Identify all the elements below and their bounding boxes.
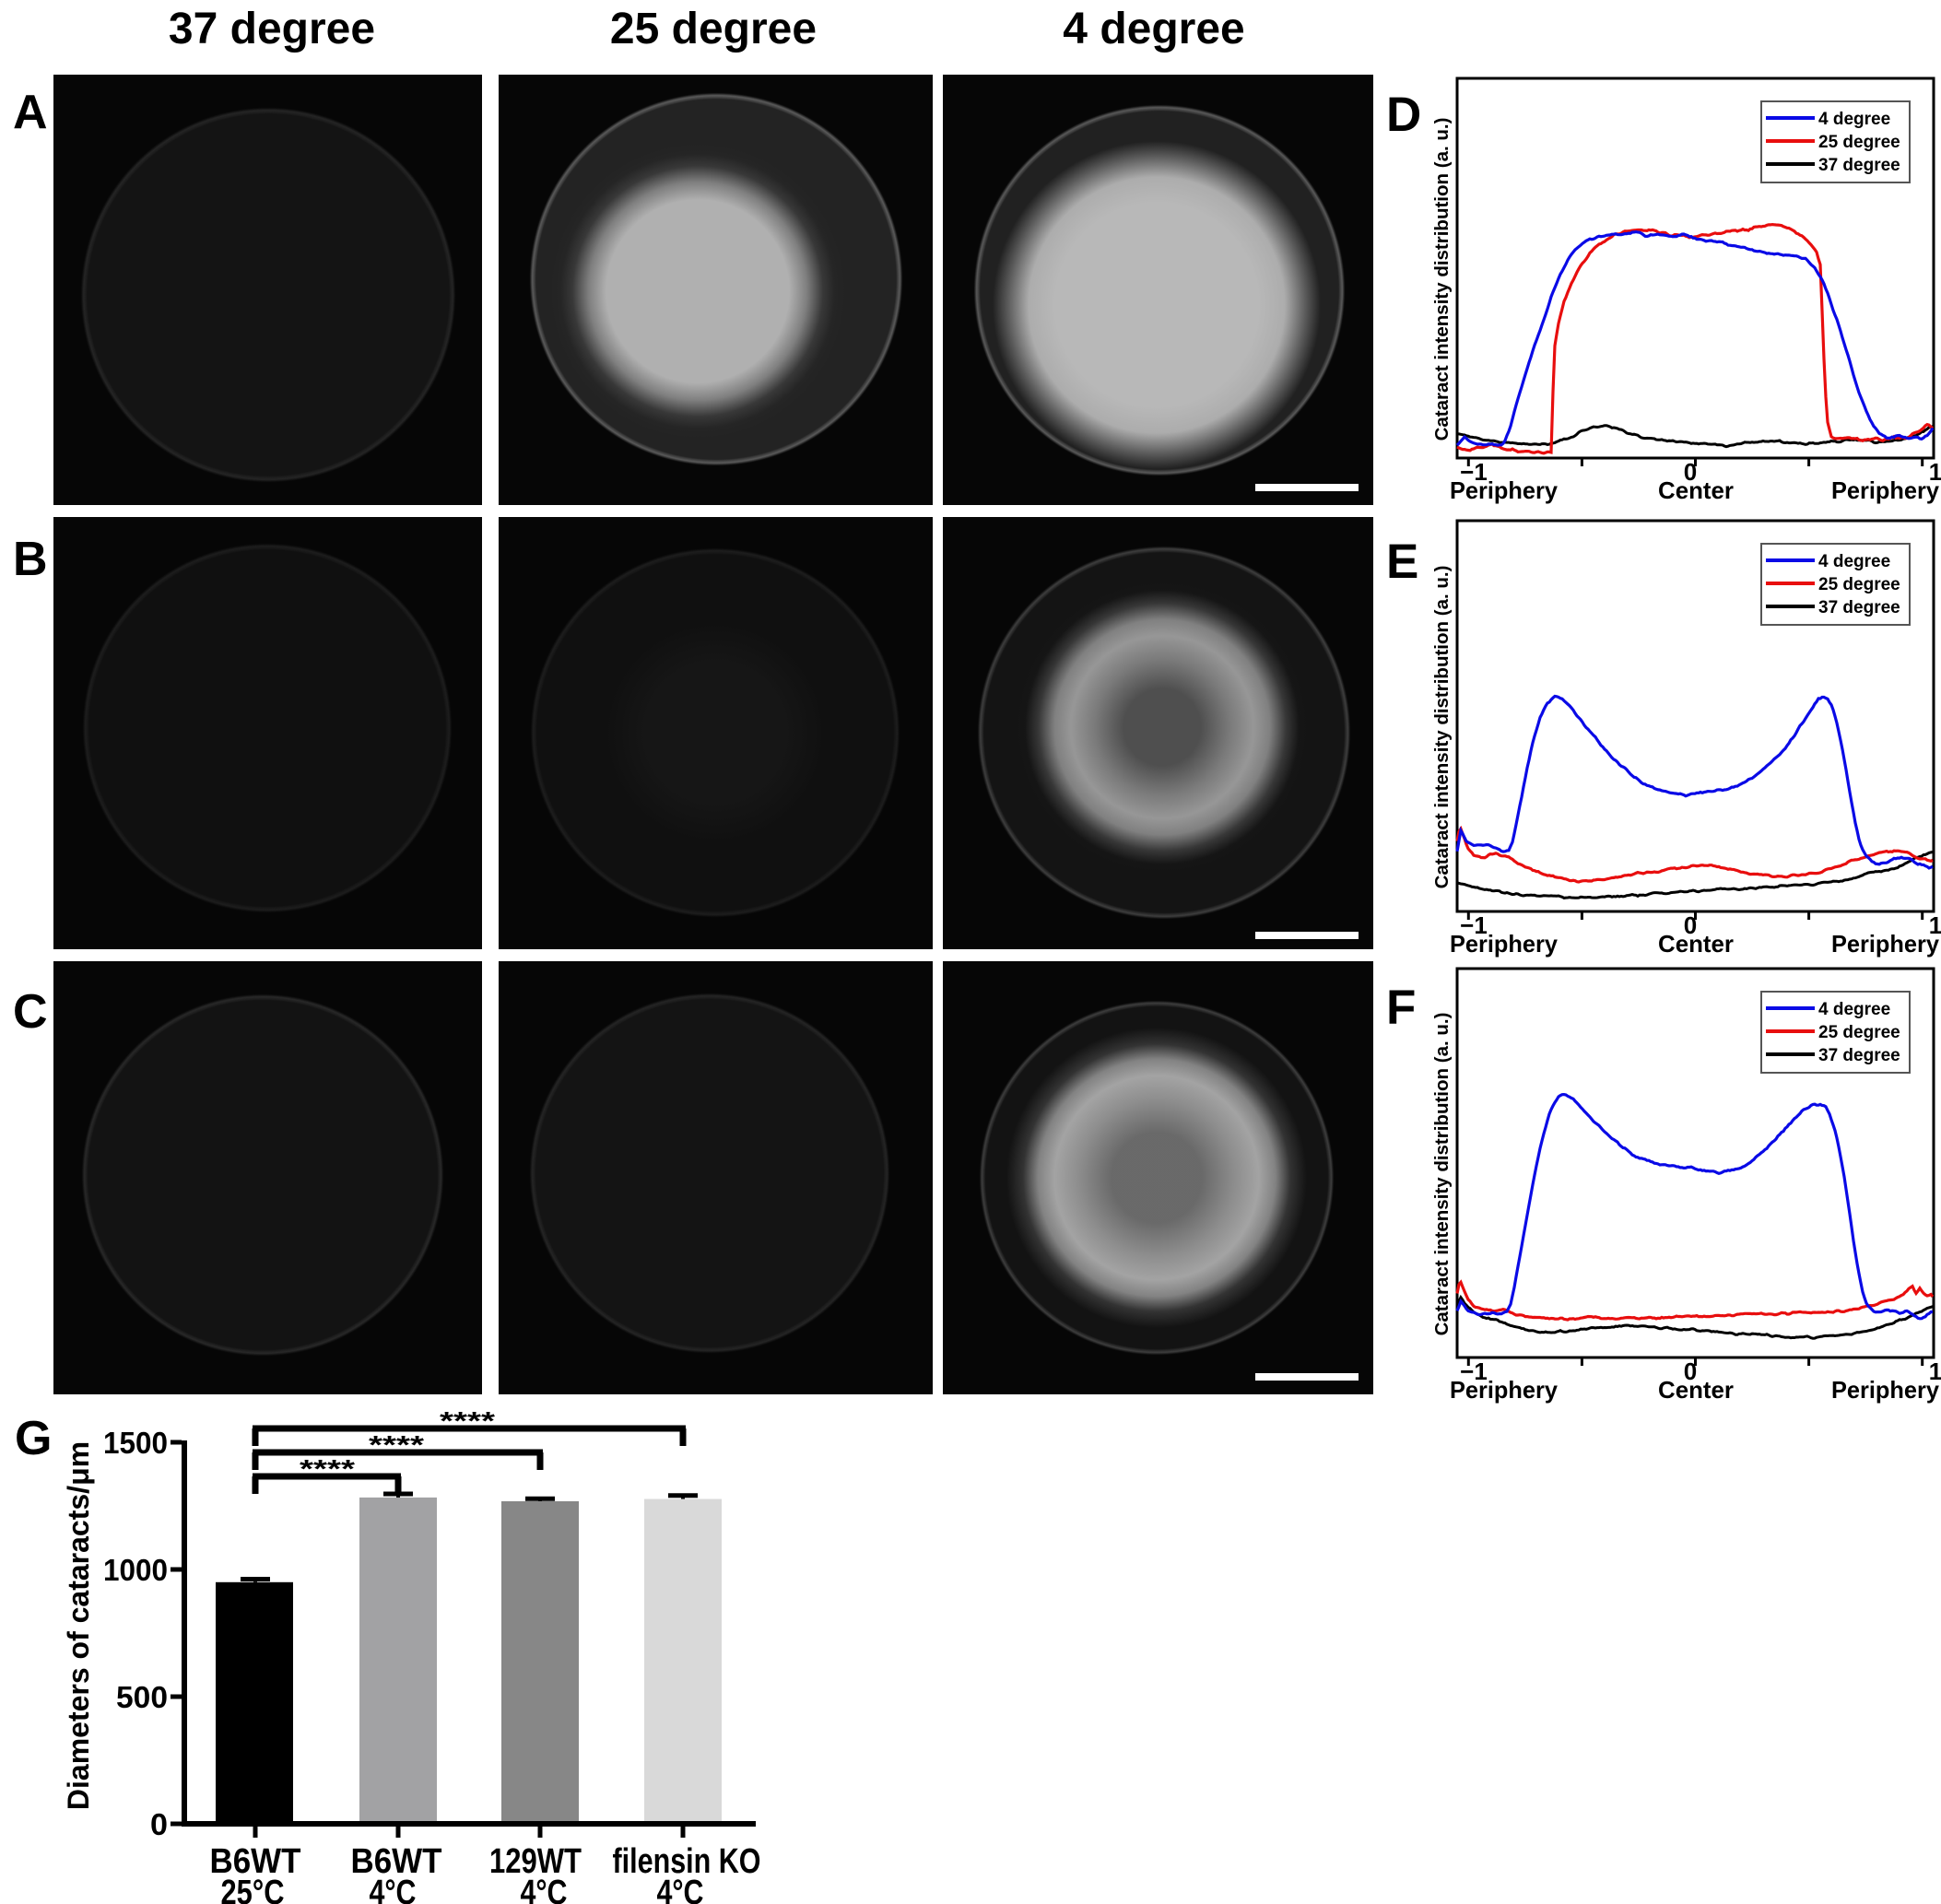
svg-text:4°C: 4°C [521, 1874, 568, 1904]
svg-text:C: C [13, 985, 48, 1039]
svg-text:25 degree: 25 degree [1818, 133, 1900, 152]
svg-text:Cataract intensity distributio: Cataract intensity distribution (a. u.) [1431, 566, 1453, 889]
svg-text:0: 0 [1684, 1357, 1697, 1385]
svg-text:1: 1 [1929, 458, 1941, 486]
svg-text:−1: −1 [1460, 458, 1488, 486]
svg-text:37 degree: 37 degree [1818, 1046, 1900, 1065]
svg-text:A: A [13, 86, 48, 139]
svg-text:Center: Center [1658, 1376, 1734, 1404]
svg-text:F: F [1386, 981, 1416, 1035]
svg-text:1: 1 [1929, 911, 1941, 939]
svg-text:0: 0 [150, 1807, 168, 1841]
svg-text:E: E [1386, 535, 1418, 589]
svg-text:25°C: 25°C [221, 1874, 285, 1904]
svg-text:4 degree: 4 degree [1818, 110, 1890, 129]
svg-text:Periphery: Periphery [1450, 1376, 1559, 1404]
svg-text:Periphery: Periphery [1831, 1376, 1940, 1404]
svg-text:1: 1 [1929, 1357, 1941, 1385]
svg-text:Diameters of cataracts/μm: Diameters of cataracts/μm [62, 1441, 95, 1810]
svg-text:0: 0 [1684, 911, 1697, 939]
svg-text:25 degree: 25 degree [1818, 575, 1900, 594]
svg-text:B: B [13, 533, 48, 586]
svg-text:Periphery: Periphery [1450, 930, 1559, 958]
svg-text:1000: 1000 [103, 1553, 168, 1587]
svg-text:37 degree: 37 degree [1818, 598, 1900, 617]
svg-text:37 degree: 37 degree [1818, 156, 1900, 175]
svg-text:4°C: 4°C [657, 1874, 704, 1904]
svg-text:D: D [1386, 88, 1421, 142]
svg-text:1500: 1500 [103, 1426, 168, 1460]
svg-text:Periphery: Periphery [1831, 476, 1940, 504]
svg-text:4 degree: 4 degree [1818, 1000, 1890, 1019]
svg-text:filensin KO: filensin KO [613, 1842, 761, 1881]
svg-text:****: **** [300, 1454, 355, 1483]
svg-text:Periphery: Periphery [1450, 476, 1559, 504]
svg-text:−1: −1 [1460, 911, 1488, 939]
svg-text:Center: Center [1658, 476, 1734, 504]
svg-text:Center: Center [1658, 930, 1734, 958]
svg-text:G: G [15, 1412, 52, 1465]
svg-text:0: 0 [1684, 458, 1697, 486]
svg-text:B6WT: B6WT [210, 1842, 301, 1881]
svg-text:129WT: 129WT [489, 1842, 582, 1881]
svg-text:Cataract intensity distributio: Cataract intensity distribution (a. u.) [1431, 118, 1453, 441]
svg-text:Cataract intensity distributio: Cataract intensity distribution (a. u.) [1431, 1013, 1453, 1336]
svg-text:500: 500 [116, 1680, 168, 1714]
svg-text:−1: −1 [1460, 1357, 1488, 1385]
svg-text:4 degree: 4 degree [1818, 552, 1890, 571]
svg-text:4°C: 4°C [370, 1874, 417, 1904]
svg-text:****: **** [369, 1430, 424, 1459]
svg-text:B6WT: B6WT [351, 1842, 442, 1881]
svg-text:25 degree: 25 degree [1818, 1023, 1900, 1042]
svg-text:Periphery: Periphery [1831, 930, 1940, 958]
svg-text:****: **** [440, 1406, 495, 1435]
